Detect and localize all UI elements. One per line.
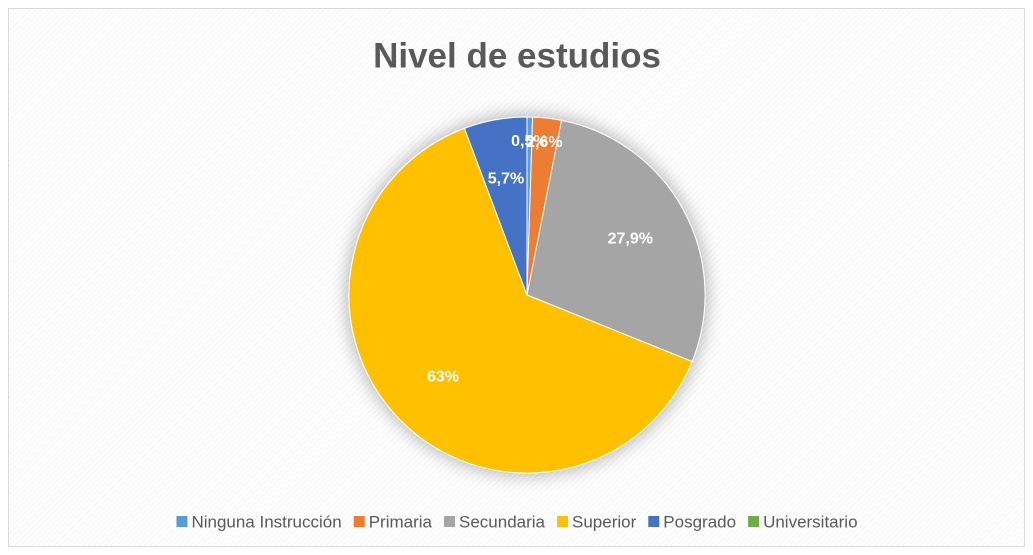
legend-swatch — [557, 516, 569, 527]
legend-label: Secundaria — [459, 512, 546, 531]
data-label: 5,7% — [488, 171, 524, 188]
data-label: 0,5% — [511, 133, 547, 150]
legend-swatch — [748, 516, 760, 527]
legend-swatch — [353, 516, 365, 527]
legend-label: Ninguna Instrucción — [191, 512, 341, 531]
data-label: 63% — [427, 368, 459, 385]
legend-label: Posgrado — [663, 512, 736, 531]
legend-swatch — [176, 516, 188, 527]
legend-label: Superior — [572, 512, 637, 531]
legend-label: Universitario — [763, 512, 857, 531]
data-label: 27,9% — [608, 230, 653, 247]
data-labels: 0,5%2,6% 27,9% 63% 5,7% — [427, 133, 653, 385]
pie-slice — [348, 127, 693, 474]
legend-swatch — [648, 516, 660, 527]
chart-title: Nivel de estudios — [373, 36, 661, 75]
legend-label: Primaria — [369, 512, 433, 531]
pie-slice — [526, 119, 706, 363]
pie — [348, 116, 706, 474]
data-label: 2,6% — [526, 134, 562, 151]
legend: Ninguna Instrucción Primaria Secundaria Sup… — [176, 512, 858, 531]
legend-swatch — [444, 516, 456, 527]
